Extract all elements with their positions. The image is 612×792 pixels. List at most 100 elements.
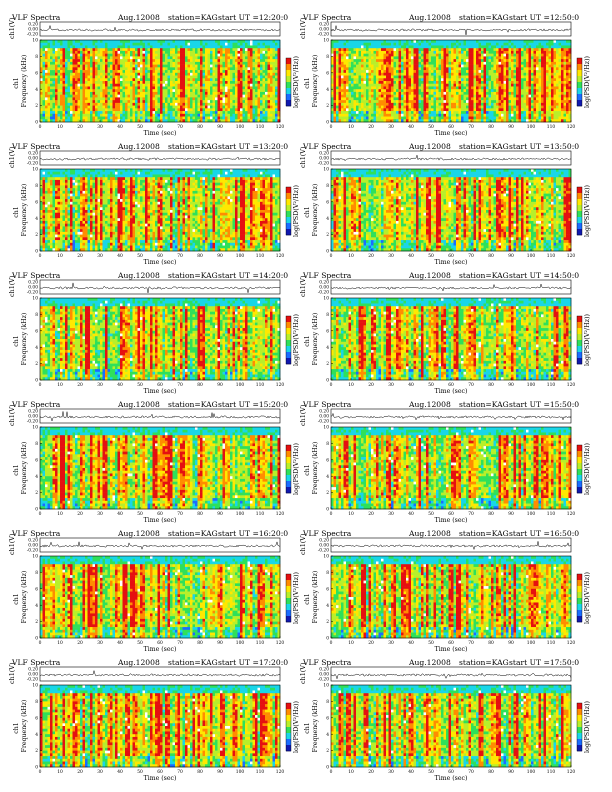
spectrogram-panel-0: VLF Spectra Aug.12008 station=KAG start UT …	[8, 13, 300, 137]
x-tick-label: 40	[408, 383, 414, 388]
y-axis-label: Frequency (kHz)	[21, 700, 28, 753]
colorbar-label: log(PSD(V²/Hz))	[583, 572, 591, 624]
panel-date: Aug.12008	[117, 658, 160, 667]
channel-label: ch1	[13, 593, 20, 604]
x-tick-label: 50	[137, 512, 143, 517]
spectrogram-image	[331, 685, 571, 767]
x-tick-label: 20	[368, 383, 374, 388]
x-tick-label: 100	[527, 641, 536, 646]
x-tick-label: 120	[276, 125, 285, 130]
x-tick-label: 10	[57, 125, 63, 130]
colorbar-swatch	[286, 715, 291, 721]
trace-axis-label: ch1(V)	[299, 18, 307, 39]
spectrogram-image	[40, 298, 280, 380]
channel-label: ch1	[304, 77, 311, 88]
trace-tick-label: -0.20	[318, 420, 329, 425]
y-tick-label: 6	[35, 200, 38, 205]
y-tick-label: 2	[326, 104, 329, 109]
colorbar-swatch	[577, 616, 582, 622]
y-axis-label: Frequency (kHz)	[21, 184, 28, 237]
colorbar-swatch	[577, 187, 582, 193]
y-tick-label: 6	[326, 716, 329, 721]
y-tick-label: 6	[326, 200, 329, 205]
y-axis-label: Frequency (kHz)	[312, 55, 319, 108]
y-tick-label: 2	[35, 749, 38, 754]
colorbar-swatch	[286, 334, 291, 340]
x-tick-label: 10	[57, 641, 63, 646]
x-tick-label: 80	[197, 383, 203, 388]
colorbar-swatch	[577, 352, 582, 358]
colorbar-swatch	[286, 487, 291, 493]
colorbar-swatch	[577, 58, 582, 64]
panel-station: station=KAG	[459, 529, 509, 538]
y-tick-label: 10	[323, 684, 329, 689]
panel-start-time: start UT =15:50:0	[509, 400, 579, 409]
x-tick-label: 80	[488, 770, 494, 775]
x-tick-label: 10	[348, 125, 354, 130]
x-tick-label: 70	[468, 254, 474, 259]
x-tick-label: 70	[177, 641, 183, 646]
trace-waveform	[40, 157, 280, 160]
x-tick-label: 70	[177, 125, 183, 130]
colorbar-swatch	[286, 481, 291, 487]
y-tick-label: 6	[35, 71, 38, 76]
x-tick-label: 40	[117, 770, 123, 775]
trace-tick-label: -0.20	[318, 291, 329, 296]
x-tick-label: 70	[177, 254, 183, 259]
spectrogram-image	[40, 685, 280, 767]
y-tick-label: 2	[35, 104, 38, 109]
y-tick-label: 10	[323, 297, 329, 302]
spectrogram-panel-7: VLF Spectra Aug.12008 station=KAG start UT …	[299, 400, 591, 524]
colorbar-swatch	[577, 82, 582, 88]
x-tick-label: 10	[57, 770, 63, 775]
colorbar-swatch	[577, 199, 582, 205]
y-tick-label: 6	[326, 458, 329, 463]
spectrogram-panel-6: VLF Spectra Aug.12008 station=KAG start UT …	[8, 400, 300, 524]
x-tick-label: 120	[276, 254, 285, 259]
x-tick-label: 20	[368, 641, 374, 646]
trace-frame	[331, 538, 571, 552]
x-tick-label: 110	[256, 770, 265, 775]
panel-date: Aug.12008	[408, 271, 451, 280]
panel-station: station=KAG	[168, 529, 218, 538]
x-tick-label: 80	[197, 512, 203, 517]
y-tick-label: 8	[35, 700, 38, 705]
trace-waveform	[331, 26, 571, 35]
y-tick-label: 8	[35, 55, 38, 60]
y-tick-label: 2	[35, 362, 38, 367]
x-tick-label: 120	[276, 770, 285, 775]
colorbar-swatch	[577, 604, 582, 610]
y-tick-label: 2	[35, 620, 38, 625]
x-tick-label: 20	[77, 125, 83, 130]
y-tick-label: 10	[323, 555, 329, 560]
x-tick-label: 80	[488, 512, 494, 517]
x-tick-label: 110	[256, 125, 265, 130]
x-tick-label: 20	[77, 770, 83, 775]
colorbar-swatch	[577, 733, 582, 739]
trace-axis-label: ch1(V)	[299, 276, 307, 297]
trace-axis-label: ch1(V)	[299, 663, 307, 684]
x-axis-label: Time (sec)	[435, 517, 468, 524]
y-tick-label: 6	[326, 71, 329, 76]
x-tick-label: 50	[428, 125, 434, 130]
x-tick-label: 100	[527, 512, 536, 517]
panel-date: Aug.12008	[117, 271, 160, 280]
y-axis-label: Frequency (kHz)	[21, 55, 28, 108]
x-axis-label: Time (sec)	[435, 646, 468, 653]
x-tick-label: 0	[330, 125, 333, 130]
colorbar: log(PSD(V²/Hz))	[577, 701, 591, 753]
colorbar-swatch	[577, 745, 582, 751]
x-tick-label: 110	[547, 383, 556, 388]
panel-date: Aug.12008	[117, 142, 160, 151]
y-tick-label: 4	[326, 475, 329, 480]
colorbar-swatch	[286, 88, 291, 94]
colorbar-swatch	[577, 586, 582, 592]
colorbar-label: log(PSD(V²/Hz))	[583, 56, 591, 108]
x-tick-label: 40	[408, 125, 414, 130]
colorbar-label: log(PSD(V²/Hz))	[583, 314, 591, 366]
colorbar-swatch	[577, 94, 582, 100]
x-tick-label: 30	[388, 512, 394, 517]
x-tick-label: 70	[468, 383, 474, 388]
x-tick-label: 110	[547, 125, 556, 130]
trace-frame	[331, 667, 571, 681]
